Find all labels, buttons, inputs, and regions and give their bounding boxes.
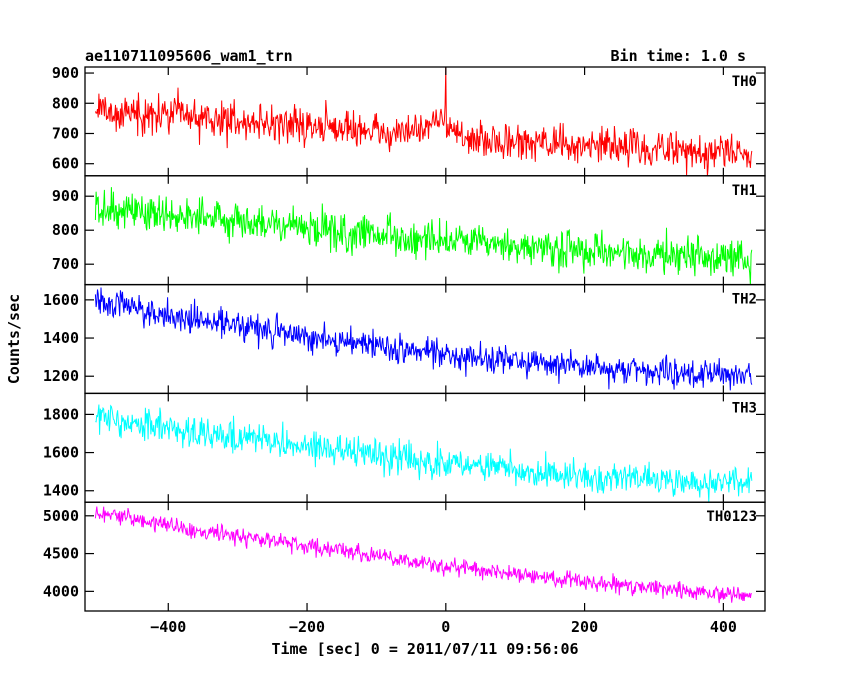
bin-time-label: Bin time: 1.0 s — [611, 47, 746, 65]
y-axis-label: Counts/sec — [5, 294, 23, 384]
y-tick-label: 800 — [52, 221, 79, 239]
panel-th3: 1400 1600 1800 TH3 — [43, 392, 766, 503]
x-tick-label: −200 — [289, 618, 325, 636]
y-tick-label: 1400 — [43, 329, 79, 347]
panel-label-th3: TH3 — [732, 400, 757, 416]
series-line-th0 — [94, 67, 753, 176]
x-tick-label: 200 — [571, 618, 598, 636]
panel-frame — [84, 66, 766, 177]
y-tick-label: 900 — [52, 187, 79, 205]
x-tick-label: −400 — [150, 618, 186, 636]
y-tick-label: 800 — [52, 94, 79, 112]
panel-label-th0123: TH0123 — [706, 509, 757, 525]
y-tick-label: 1400 — [43, 482, 79, 500]
y-tick-label: 1600 — [43, 444, 79, 462]
series-line-th2 — [94, 287, 753, 391]
panel-frame — [84, 283, 766, 395]
y-tick-label: 1600 — [43, 291, 79, 309]
y-tick-label: 700 — [52, 255, 79, 273]
y-tick-label: 600 — [52, 155, 79, 173]
panel-frame — [84, 501, 766, 612]
panel-label-th2: TH2 — [732, 292, 757, 308]
panel-th0: 600 700 800 900 TH0 — [52, 64, 766, 177]
x-axis-label: Time [sec] 0 = 2011/07/11 09:56:06 — [271, 640, 578, 658]
y-tick-label: 5000 — [43, 507, 79, 525]
x-axis: −400 −200 0 200 400 — [150, 618, 737, 636]
panel-th1: 700 800 900 TH1 — [52, 175, 766, 286]
panel-label-th1: TH1 — [732, 183, 757, 199]
series-line-th1 — [94, 187, 753, 285]
panel-label-th0: TH0 — [732, 74, 757, 90]
y-tick-label: 4500 — [43, 545, 79, 563]
y-tick-label: 900 — [52, 64, 79, 82]
y-tick-label: 1200 — [43, 367, 79, 385]
panel-th0123: 4000 4500 5000 TH0123 — [43, 501, 766, 612]
chart-title: ae110711095606_wam1_trn — [85, 47, 293, 65]
panel-frame — [84, 392, 766, 503]
panel-th2: 1200 1400 1600 TH2 — [43, 283, 766, 395]
series-line-th0123 — [94, 506, 753, 604]
y-tick-label: 4000 — [43, 582, 79, 600]
x-tick-label: 0 — [441, 618, 450, 636]
series-line-th3 — [95, 404, 753, 503]
y-tick-label: 1800 — [43, 405, 79, 423]
x-tick-label: 400 — [710, 618, 737, 636]
panels-group: 600 700 800 900 TH0 700 800 900 TH1 1200 1400 1600 T… — [43, 64, 766, 612]
y-tick-label: 700 — [52, 124, 79, 142]
